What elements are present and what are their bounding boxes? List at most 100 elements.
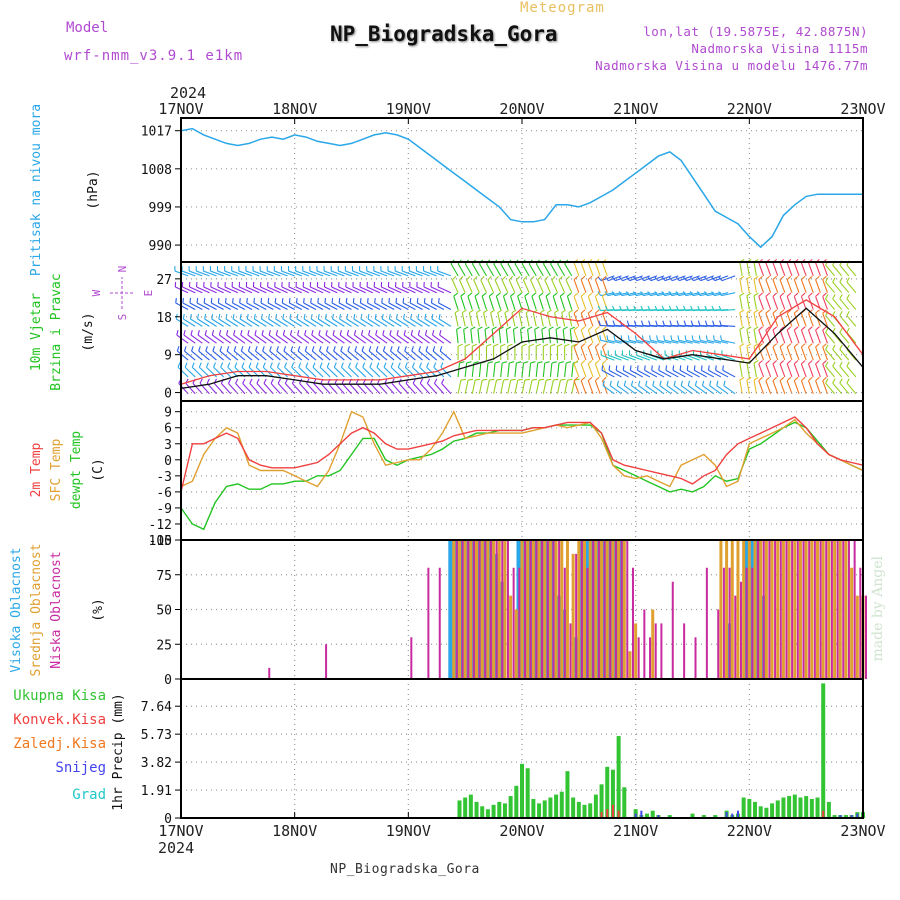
wind-barb	[500, 362, 503, 377]
wind-barb-flag	[682, 276, 687, 281]
precip-bar-precip_total	[559, 791, 564, 818]
wind-barb-flag	[594, 275, 600, 280]
precip-bar-precip_total	[576, 801, 581, 818]
precip-bar-precip_total	[474, 801, 479, 818]
wind-barb	[825, 315, 836, 327]
wind-barb	[485, 362, 489, 377]
wind-barb-flag	[711, 276, 716, 281]
wind-barb-flag	[353, 330, 357, 336]
wind-barb	[426, 383, 438, 395]
wind-barb	[587, 279, 594, 293]
wind-barb	[381, 286, 395, 294]
wind-barb	[390, 366, 402, 378]
wind-barb-flag	[474, 292, 480, 297]
wind-barb	[531, 296, 537, 310]
wind-barb-flag	[470, 326, 476, 330]
wind-barb	[695, 385, 708, 395]
wind-barb-flag	[461, 309, 467, 314]
wind-barb	[417, 302, 430, 311]
time-label-bottom: 23NOV	[840, 822, 885, 840]
wind-barb-flag	[779, 275, 785, 280]
wind-barb-flag	[739, 326, 745, 330]
wind-barb	[376, 366, 388, 378]
wind-barb-flag	[493, 343, 499, 347]
wind-barb-flag	[594, 376, 600, 382]
wind-barb-flag	[281, 297, 284, 304]
wind-barb	[416, 270, 430, 277]
precip-bar-precip_total	[542, 800, 547, 818]
y-tick-label: 0	[164, 454, 172, 469]
wind-barb	[297, 334, 310, 344]
wind-barb-flag	[224, 297, 227, 304]
wind-barb	[758, 313, 765, 327]
wind-barb-flag	[708, 365, 710, 371]
wind-barb-flag	[476, 309, 481, 314]
wind-barb	[394, 270, 409, 277]
wind-barb	[636, 354, 651, 361]
wind-barb	[544, 279, 551, 293]
wind-barb	[753, 329, 757, 344]
wind-barb	[652, 385, 665, 395]
wind-barb	[311, 334, 324, 344]
wind-barb-flag	[502, 361, 508, 364]
wind-barb	[707, 339, 722, 344]
wind-barb-flag	[720, 335, 722, 341]
wind-barb	[846, 315, 857, 327]
wind-barb	[746, 346, 750, 361]
wind-barb	[384, 383, 395, 395]
wind-barb	[479, 263, 487, 277]
wind-barb	[464, 379, 469, 394]
wind-barb	[345, 302, 359, 311]
wind-barb-flag	[303, 313, 306, 320]
wind-barb-flag	[772, 360, 778, 365]
panel-border	[180, 678, 864, 819]
wind-barb	[573, 262, 580, 277]
wind-barb-flag	[711, 305, 715, 311]
wind-barb	[309, 270, 324, 277]
wind-barb	[474, 296, 480, 310]
wind-barb	[538, 296, 544, 310]
wind-barb-flag	[612, 320, 616, 326]
precip-bar-precip_total	[514, 785, 519, 818]
wind-barb-flag	[616, 380, 620, 386]
y-tick-label: 5.73	[141, 728, 172, 743]
wind-barb-flag	[622, 365, 625, 371]
wind-barb	[319, 366, 331, 378]
wind-barb-flag	[594, 292, 600, 297]
wind-barb	[671, 292, 686, 297]
wind-barb	[607, 292, 622, 297]
wind-barb	[247, 334, 260, 344]
precip-bar-precip_total	[554, 794, 559, 818]
wind-barb	[281, 270, 295, 277]
wind-barb	[542, 263, 551, 277]
wind-barb	[197, 334, 210, 344]
wind-barb	[753, 379, 757, 394]
wind-barb	[252, 270, 267, 277]
wind-barb-flag	[513, 326, 519, 330]
wind-barb-flag	[246, 297, 248, 304]
wind-barb	[500, 263, 509, 277]
wind-barb	[470, 329, 473, 344]
wind-barb-flag	[199, 378, 203, 384]
wind-barb-flag	[772, 292, 778, 297]
wind-barb-flag	[636, 365, 639, 371]
wind-barb	[765, 313, 772, 327]
wind-barb-flag	[772, 343, 778, 348]
wind-barb-flag	[815, 343, 820, 348]
wind-barb	[196, 286, 210, 294]
wind-barb	[368, 334, 381, 344]
wind-barb-flag	[691, 335, 694, 341]
wind-barb-flag	[594, 309, 600, 314]
wind-barb	[786, 296, 793, 310]
wind-barb-flag	[255, 362, 259, 368]
wind-barb	[460, 296, 466, 310]
wind-barb	[510, 296, 516, 310]
wind-barb	[225, 318, 239, 327]
wind-barb-flag	[567, 378, 573, 381]
wind-barb	[224, 270, 239, 277]
wind-barb	[800, 279, 807, 293]
wind-barb-flag	[464, 343, 471, 347]
wind-barb-flag	[475, 378, 481, 381]
wind-barb-flag	[411, 362, 415, 368]
wind-barb-flag	[217, 297, 220, 304]
